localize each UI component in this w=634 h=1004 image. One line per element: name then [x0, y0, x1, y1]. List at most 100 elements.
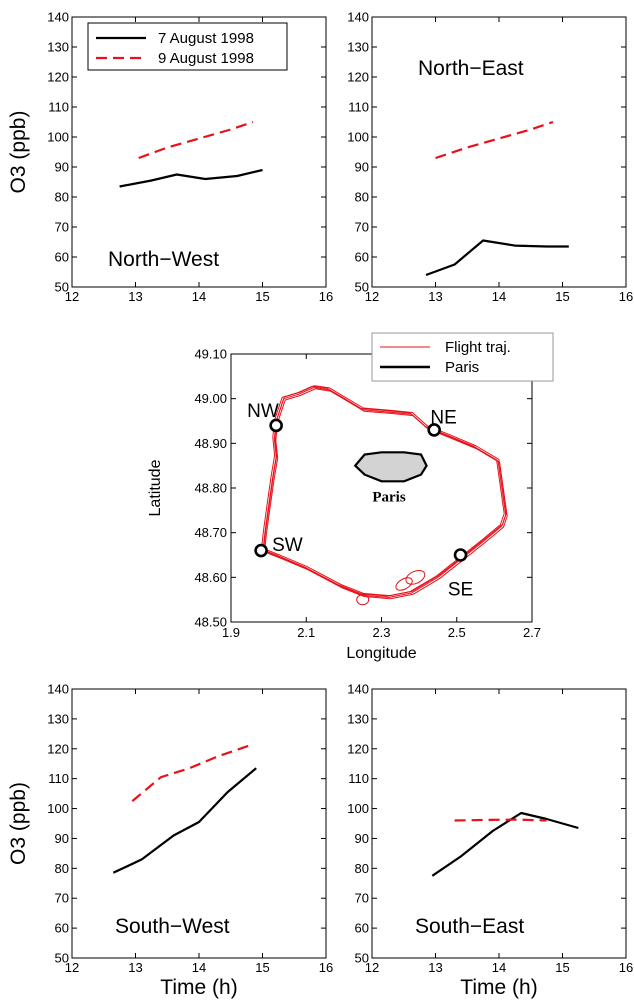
y-tick-label: 50 — [355, 280, 369, 295]
y-tick-label: 130 — [347, 711, 369, 726]
y-tick-label: 80 — [55, 190, 69, 205]
y-tick-label: 140 — [47, 10, 69, 25]
map-frame — [230, 353, 533, 623]
x-tick-label: 15 — [555, 960, 569, 975]
x-tick-label: 12 — [65, 960, 79, 975]
y-tick-label: 90 — [55, 831, 69, 846]
region-label: North−West — [108, 248, 219, 271]
legend-box — [87, 22, 288, 71]
y-tick-label: 110 — [48, 771, 69, 786]
y-axis-label: O3 (ppb) — [7, 111, 30, 194]
site-label: SE — [448, 580, 473, 601]
x-tick-label: 14 — [192, 289, 206, 304]
flight-loop — [405, 569, 426, 585]
legend-label: 7 August 1998 — [158, 30, 254, 47]
x-axis-label: Time (h) — [160, 976, 237, 999]
y-tick-label: 48.60 — [194, 570, 227, 585]
y-tick-label: 70 — [355, 891, 369, 906]
y-tick-label: 100 — [347, 801, 369, 816]
y-tick-label: 48.90 — [194, 436, 227, 451]
flight-loop — [356, 594, 370, 606]
x-tick-label: 16 — [619, 289, 633, 304]
x-tick-label: 13 — [428, 960, 442, 975]
flight-trajectory — [263, 385, 507, 597]
site-marker — [269, 418, 283, 433]
y-tick-label: 70 — [355, 220, 369, 235]
y-tick-label: 50 — [55, 280, 69, 295]
y-tick-label: 90 — [355, 831, 369, 846]
panel-south-west: 50 60 70 80 90 100 110 120 130 140 12 13 14 15 16 O3 (p… — [7, 682, 333, 1000]
y-tick-label: 120 — [347, 741, 369, 756]
y-tick-label: 130 — [47, 40, 69, 55]
series-line-7-aug — [119, 168, 263, 188]
y-axis-label: O3 (ppb) — [7, 782, 30, 865]
y-tick-label: 48.70 — [194, 525, 227, 540]
y-tick-label: 140 — [347, 10, 369, 25]
panel-flight-map: 48.50 48.60 48.70 48.80 48.90 49.00 49.10 1.9 2.… — [147, 332, 554, 662]
site-label: SW — [272, 535, 303, 556]
site-label: NW — [247, 401, 279, 422]
x-tick-label: 15 — [555, 289, 569, 304]
x-tick-label: 13 — [128, 960, 142, 975]
y-tick-label: 120 — [47, 741, 69, 756]
series-line-7-aug — [431, 811, 579, 877]
map-legend: Flight traj. Paris — [371, 332, 554, 382]
x-tick-label: 16 — [319, 960, 333, 975]
legend-label: 9 August 1998 — [158, 50, 254, 67]
legend-box — [371, 332, 554, 382]
y-tick-label: 50 — [55, 951, 69, 966]
x-tick-label: 16 — [619, 960, 633, 975]
legend-label: Paris — [445, 359, 479, 376]
y-tick-label: 60 — [355, 250, 369, 265]
x-tick-label: 13 — [128, 289, 142, 304]
y-tick-label: 70 — [55, 220, 69, 235]
x-tick-label: 14 — [492, 289, 506, 304]
series-line-7-aug — [112, 767, 257, 874]
y-tick-label: 140 — [47, 682, 69, 697]
legend-label: Flight traj. — [445, 339, 511, 356]
x-tick-label: 14 — [492, 960, 506, 975]
y-tick-label: 120 — [47, 70, 69, 85]
x-axis-label: Time (h) — [460, 976, 537, 999]
flight-trajectory — [264, 388, 508, 600]
y-tick-label: 110 — [348, 100, 369, 115]
x-axis-label: Longitude — [346, 645, 416, 662]
y-tick-label: 100 — [47, 130, 69, 145]
y-tick-label: 110 — [348, 771, 369, 786]
x-tick-label: 2.1 — [297, 625, 315, 640]
series-line-9-aug — [138, 120, 254, 160]
y-tick-label: 120 — [347, 70, 369, 85]
region-label: South−West — [115, 915, 230, 938]
y-tick-label: 140 — [347, 682, 369, 697]
site-marker — [453, 548, 468, 562]
y-axis-label: Latitude — [147, 459, 164, 516]
panel-north-west: 50 60 70 80 90 100 110 120 130 140 12 13 14 15 16 O3 (p… — [7, 10, 333, 305]
site-marker — [254, 543, 268, 558]
flight-trajectory — [261, 385, 505, 597]
paris-label: Paris — [372, 489, 405, 505]
y-tick-label: 48.80 — [194, 481, 227, 496]
y-tick-label: 80 — [355, 861, 369, 876]
x-tick-label: 12 — [65, 289, 79, 304]
y-tick-label: 100 — [47, 801, 69, 816]
y-tick-label: 60 — [355, 921, 369, 936]
y-tick-label: 100 — [347, 130, 369, 145]
y-tick-label: 49.10 — [194, 347, 227, 362]
y-tick-label: 130 — [347, 40, 369, 55]
y-tick-label: 50 — [355, 951, 369, 966]
x-tick-label: 15 — [255, 960, 269, 975]
y-tick-label: 70 — [55, 891, 69, 906]
y-tick-label: 110 — [48, 100, 69, 115]
x-tick-label: 12 — [365, 289, 379, 304]
series-line-7-aug — [425, 239, 569, 277]
y-tick-label: 90 — [55, 160, 69, 175]
y-tick-label: 80 — [55, 861, 69, 876]
y-tick-label: 90 — [355, 160, 369, 175]
series-line-9-aug — [435, 120, 554, 160]
site-marker — [427, 423, 441, 437]
panel-south-east: 50 60 70 80 90 100 110 120 130 140 12 13 14 15 16 Time … — [347, 682, 633, 1000]
y-tick-label: 60 — [55, 921, 69, 936]
y-tick-label: 130 — [47, 711, 69, 726]
region-label: North−East — [418, 57, 524, 80]
flight-loop — [395, 577, 413, 591]
